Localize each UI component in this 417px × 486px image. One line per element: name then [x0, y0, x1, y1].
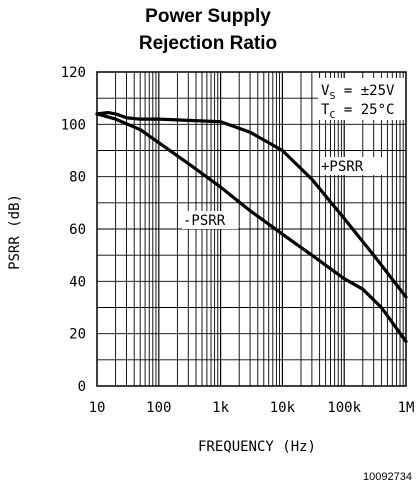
- minus-psrr-label-bg: [182, 211, 238, 229]
- y-tick-label: 80: [69, 170, 86, 186]
- plus-psrr-label-bg: [320, 157, 382, 175]
- plus-psrr-label: +PSRR: [321, 159, 364, 175]
- series-line-minus-psrr: [95, 112, 408, 344]
- x-axis-label: FREQUENCY (Hz): [198, 439, 316, 455]
- condition-tc: TC = 25°C: [321, 102, 394, 121]
- y-tick-label: 60: [69, 222, 86, 238]
- y-axis-label: PSRR (dB): [7, 194, 23, 270]
- chart-title-line-1: Power Supply: [145, 6, 271, 27]
- minus-psrr-label: -PSRR: [183, 213, 226, 229]
- y-axis-ticks: 0 20 40 60 80 100 120: [61, 65, 86, 395]
- y-tick-label: 0: [78, 379, 86, 395]
- x-tick-label: 1M: [398, 400, 415, 416]
- x-tick-label: 10: [89, 400, 106, 416]
- plot-frame: [96, 71, 407, 387]
- y-tick-label: 20: [69, 327, 86, 343]
- y-tick-label: 100: [61, 117, 86, 133]
- x-tick-label: 10k: [270, 400, 296, 416]
- series-line-plus-psrr: [95, 110, 408, 299]
- x-axis-ticks: 10 100 1k 10k 100k 1M: [89, 400, 415, 416]
- x-tick-label: 1k: [212, 400, 229, 416]
- figure-code: 10092734: [363, 471, 412, 483]
- series-layer: [95, 110, 408, 344]
- condition-vs: VS = ±25V: [321, 83, 395, 102]
- y-tick-label: 40: [69, 274, 86, 290]
- x-tick-label: 100k: [327, 400, 361, 416]
- chart-title-line-2: Rejection Ratio: [139, 33, 277, 54]
- y-tick-label: 120: [61, 65, 86, 81]
- conditions-box: [318, 78, 406, 120]
- x-tick-label: 100: [146, 400, 171, 416]
